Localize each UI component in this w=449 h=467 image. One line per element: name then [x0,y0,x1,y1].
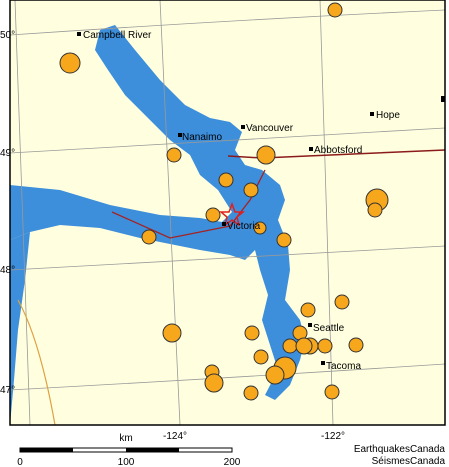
grid-lat-48 [10,245,445,271]
scale-label: 200 [224,457,241,467]
quake [317,338,333,354]
city-dot [309,147,313,151]
city-label: Tacoma [326,361,361,372]
scale-segment [126,448,179,452]
credit: SéismesCanada [372,456,446,467]
city-label: Vancouver [246,123,294,134]
city-label: Seattle [313,323,345,334]
grid-lat-49 [10,127,445,154]
quake [243,182,259,198]
quake [243,385,259,401]
city-label: Campbell River [83,30,152,41]
quake [348,337,364,353]
quake [253,221,267,235]
quake [244,325,260,341]
city-dot [178,133,182,137]
grid-lon [14,0,334,425]
quake [265,365,285,385]
quake [162,323,182,343]
city-label: Victoria [227,221,261,232]
quake [256,145,276,165]
fault [17,299,56,425]
ocean [10,232,30,425]
lat-label: 49° [0,148,15,159]
quake [327,2,343,18]
city-dot [222,222,226,226]
quake [367,202,383,218]
credit: EarthquakesCanada [354,444,446,455]
quake [300,302,316,318]
city-dot [370,112,374,116]
epicenter-star [218,201,246,227]
lat-label: 48° [0,265,15,276]
quake [205,207,221,223]
water [10,25,305,400]
city-dot [321,361,325,365]
quake [141,229,157,245]
scale-label: 100 [118,457,135,467]
city-label: Nanaimo [182,132,222,143]
quake [204,373,224,393]
quake [59,52,81,74]
quake [282,338,298,354]
earthquakes [59,2,389,401]
city-dot [308,323,312,327]
quake [324,384,340,400]
city-dot [241,125,245,129]
scale-bar: km 0 100 200 [17,433,241,467]
scale-label: 0 [17,457,23,467]
lon-label: -122° [321,431,345,442]
city-dot [77,32,81,36]
quake [334,294,350,310]
lat-label: 47° [0,385,15,396]
quake [218,172,234,188]
scale-segment [20,448,73,452]
quake [166,147,182,163]
city-label: Abbotsford [314,145,362,156]
map-frame [9,0,446,426]
quake [276,232,292,248]
city-dot [441,96,445,102]
quake [253,349,269,365]
cities: Campbell River Nanaimo Vancouver Hope Ab… [77,30,400,372]
map-area: Campbell River Nanaimo Vancouver Hope Ab… [10,0,445,425]
lon-label: -124° [163,431,187,442]
scale-unit: km [119,433,132,444]
grid-lat-50 [10,9,445,36]
lat-label: 50° [0,30,15,41]
quake [295,337,313,355]
city-label: Hope [376,110,400,121]
grid-lat-47 [10,363,445,391]
